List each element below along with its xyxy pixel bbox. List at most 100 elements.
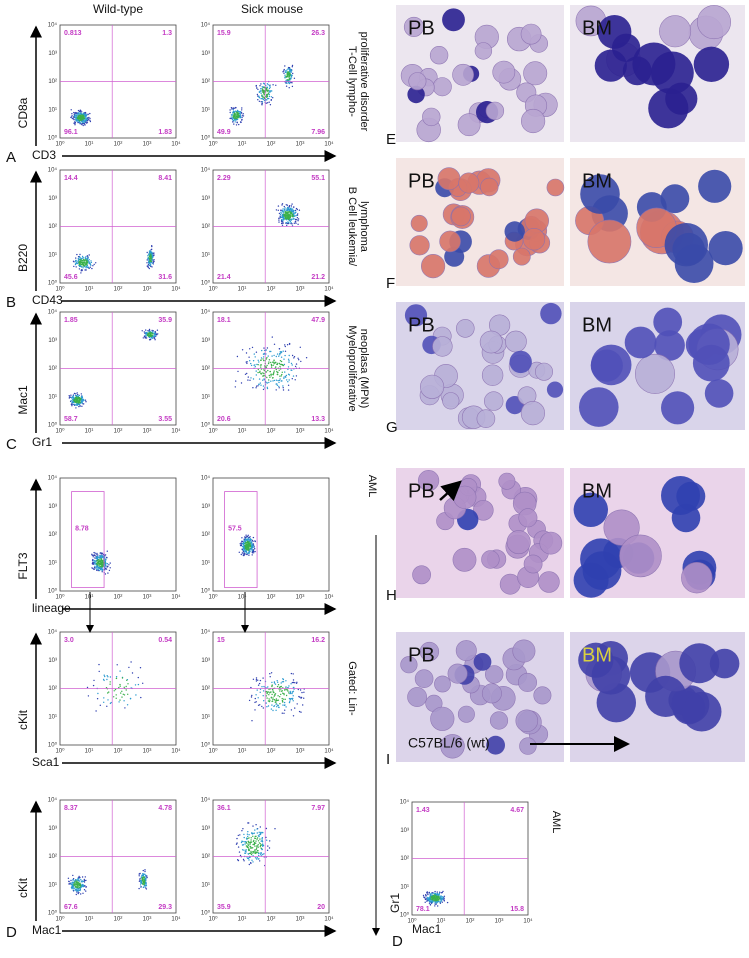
event-dot <box>247 836 248 837</box>
quadrant-value: 31.6 <box>158 274 172 281</box>
tick-label: 10⁴ <box>171 286 181 293</box>
tick-label: 10⁴ <box>48 797 58 804</box>
event-dot <box>143 875 144 876</box>
tick-label: 10¹ <box>238 142 247 148</box>
event-dot <box>251 696 252 697</box>
event-dot <box>95 262 96 263</box>
event-dot <box>277 695 278 696</box>
event-dot <box>246 849 247 850</box>
event-dot <box>148 267 149 268</box>
event-dot <box>264 379 265 380</box>
event-dot <box>261 95 262 96</box>
y-axis-label: B220 <box>16 244 30 272</box>
event-dot <box>259 371 260 372</box>
event-dot <box>258 360 259 361</box>
event-dot <box>251 720 252 721</box>
event-dot <box>84 114 85 115</box>
event-dot <box>244 553 245 554</box>
event-dot <box>442 896 443 897</box>
cell <box>521 24 541 44</box>
tick-label: 10³ <box>143 917 152 923</box>
tick-label: 10¹ <box>201 882 210 888</box>
event-dot <box>266 702 267 703</box>
tick-label: 10¹ <box>238 749 247 755</box>
event-dot <box>279 216 280 217</box>
event-dot <box>248 535 249 536</box>
event-dot <box>278 205 279 206</box>
event-dot <box>250 848 251 849</box>
event-dot <box>232 112 233 113</box>
event-dot <box>97 556 98 557</box>
event-dot <box>268 84 269 85</box>
tick-label: 10⁰ <box>201 910 211 917</box>
tick-label: 10³ <box>400 828 409 834</box>
event-dot <box>293 679 294 680</box>
event-dot <box>104 559 105 560</box>
event-dot <box>283 713 284 714</box>
event-dot <box>427 899 428 900</box>
tick-label: 10¹ <box>85 429 94 435</box>
event-dot <box>252 551 253 552</box>
event-dot <box>78 885 79 886</box>
event-dot <box>247 379 248 380</box>
event-dot <box>81 269 82 270</box>
cell <box>442 8 465 31</box>
event-dot <box>247 544 248 545</box>
event-dot <box>280 686 281 687</box>
event-dot <box>102 571 103 572</box>
event-dot <box>276 698 277 699</box>
event-dot <box>241 842 242 843</box>
cell <box>635 354 674 393</box>
event-dot <box>267 845 268 846</box>
event-dot <box>286 86 287 87</box>
x-axis-label: Sca1 <box>32 755 60 769</box>
event-dot <box>72 883 73 884</box>
event-dot <box>289 71 290 72</box>
event-dot <box>123 694 124 695</box>
event-dot <box>76 121 77 122</box>
event-dot <box>266 371 267 372</box>
event-dot <box>266 87 267 88</box>
event-dot <box>241 112 242 113</box>
event-dot <box>296 219 297 220</box>
tick-label: 10³ <box>143 287 152 293</box>
event-dot <box>247 847 248 848</box>
event-dot <box>91 268 92 269</box>
event-dot <box>126 689 127 690</box>
event-dot <box>103 679 104 680</box>
event-dot <box>279 370 280 371</box>
event-dot <box>295 219 296 220</box>
tick-label: 10³ <box>201 338 210 344</box>
tick-label: 10³ <box>201 504 210 510</box>
event-dot <box>68 883 69 884</box>
event-dot <box>237 122 238 123</box>
cell <box>516 710 538 732</box>
event-dot <box>72 885 73 886</box>
event-dot <box>71 116 72 117</box>
event-dot <box>73 266 74 267</box>
event-dot <box>265 99 266 100</box>
event-dot <box>241 382 242 383</box>
event-dot <box>263 707 264 708</box>
event-dot <box>147 259 148 260</box>
tick-label: 10⁴ <box>171 141 181 148</box>
event-dot <box>231 114 232 115</box>
event-dot <box>433 899 434 900</box>
event-dot <box>149 254 150 255</box>
event-dot <box>244 536 245 537</box>
event-dot <box>289 355 290 356</box>
event-dot <box>238 846 239 847</box>
event-dot <box>87 260 88 261</box>
event-dot <box>291 709 292 710</box>
cell <box>475 43 492 60</box>
event-dot <box>98 567 99 568</box>
event-dot <box>256 85 257 86</box>
event-dot <box>267 686 268 687</box>
event-dot <box>271 367 272 368</box>
event-dot <box>241 109 242 110</box>
event-dot <box>267 91 268 92</box>
tick-label: 10¹ <box>48 882 57 888</box>
event-dot <box>258 844 259 845</box>
event-dot <box>151 333 152 334</box>
tick-label: 10² <box>201 854 210 860</box>
